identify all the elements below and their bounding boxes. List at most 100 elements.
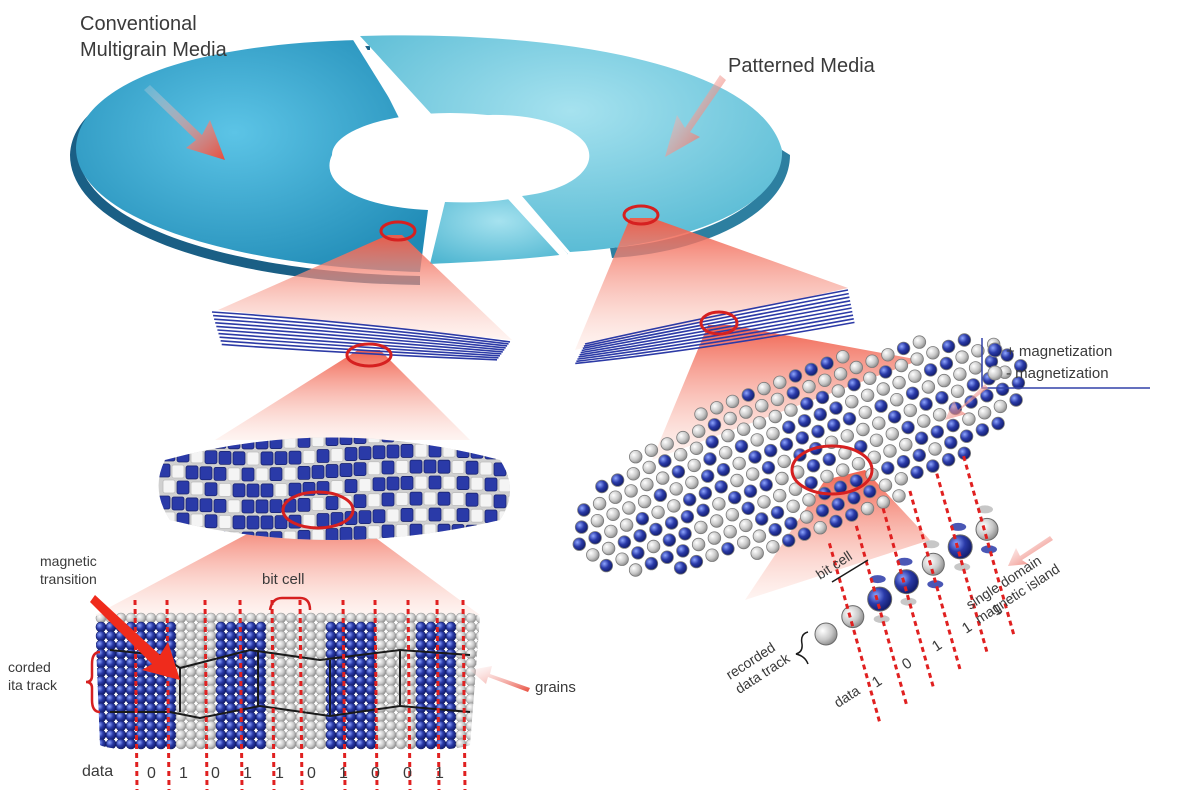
island-dot (804, 362, 819, 377)
grain (185, 684, 197, 696)
grain-cell (241, 499, 255, 514)
island-dot (678, 527, 692, 541)
grain (175, 729, 187, 741)
grain (355, 720, 367, 732)
island-dot (624, 484, 638, 498)
grain (145, 711, 157, 723)
island-dot (957, 333, 972, 347)
grain-cell (199, 530, 213, 540)
grain-cell (428, 475, 442, 490)
island-dot (746, 467, 760, 481)
grain (215, 720, 227, 732)
grain-cell (381, 492, 395, 507)
island-dot (802, 379, 816, 394)
grain-cell (367, 493, 381, 508)
grain (315, 666, 327, 678)
grain (135, 684, 147, 696)
grain (95, 729, 107, 741)
grain (155, 738, 167, 750)
island-dot (701, 469, 715, 483)
grain-cell (367, 525, 381, 540)
island-dot (840, 429, 855, 443)
island-dot (646, 539, 661, 554)
grain (315, 675, 327, 687)
grain-cell (190, 449, 204, 464)
grain (185, 738, 197, 750)
grain (425, 648, 437, 660)
island-dot (773, 488, 787, 503)
grain (265, 666, 277, 678)
island-dot (939, 356, 954, 371)
island-dot (928, 442, 942, 456)
island-dot (723, 411, 737, 426)
grain (105, 729, 117, 741)
grain (305, 729, 317, 741)
grain-cell (274, 451, 288, 466)
island-dot (784, 516, 798, 531)
grain (285, 612, 297, 624)
data-bit: 1 (869, 673, 885, 692)
island-dot (752, 529, 767, 543)
data-bit: 1 (243, 765, 252, 782)
data-bit: 1 (179, 765, 188, 782)
grain (475, 729, 480, 741)
grain-cell (213, 466, 227, 481)
grain (305, 702, 317, 714)
island (867, 586, 893, 612)
grain (245, 630, 257, 642)
grain (95, 621, 107, 633)
grain (385, 729, 397, 741)
island-dot (912, 448, 927, 463)
island-dot (737, 422, 751, 436)
grain (355, 738, 367, 750)
grain (305, 720, 317, 732)
grain (325, 621, 337, 633)
island-dot (1000, 348, 1014, 362)
grain (315, 702, 327, 714)
island-dot (689, 554, 704, 569)
grain (315, 738, 327, 750)
grain (145, 621, 157, 633)
island-dot (719, 446, 733, 460)
island-dot (797, 527, 812, 541)
island-dot (919, 397, 933, 411)
grain-cell (199, 466, 213, 481)
grain (465, 684, 477, 696)
grain (185, 630, 197, 642)
island-dot (773, 375, 787, 390)
island-dot (971, 344, 985, 358)
island-dot (631, 546, 645, 560)
disk-gap-bottom (507, 193, 568, 259)
grain-cell (409, 491, 423, 506)
grain (275, 711, 287, 723)
island-dot (878, 478, 893, 492)
island-dot (847, 377, 861, 392)
island-dot (878, 365, 893, 379)
grain (155, 630, 167, 642)
island-dot (617, 535, 632, 549)
grain-cell (204, 450, 218, 465)
island-dot (836, 350, 850, 364)
track-line (582, 296, 850, 350)
island-dot (694, 520, 708, 535)
bit-boundary-line (827, 542, 881, 722)
bit-boundary-line (165, 599, 171, 791)
grain (345, 657, 357, 669)
grain-cell (288, 450, 302, 465)
grain (215, 666, 227, 678)
grain (445, 612, 457, 624)
grain (245, 675, 257, 687)
island-dot (899, 437, 913, 452)
grain (95, 684, 107, 696)
grain (195, 720, 207, 732)
island-dot (858, 405, 873, 420)
grain-cell (158, 527, 171, 540)
grain (445, 738, 457, 750)
island-dot (876, 382, 891, 396)
island-dot (610, 473, 625, 487)
grain (305, 666, 317, 678)
island-dot (912, 335, 927, 349)
grain (425, 738, 437, 750)
track-line (214, 318, 508, 347)
grain (445, 729, 457, 741)
